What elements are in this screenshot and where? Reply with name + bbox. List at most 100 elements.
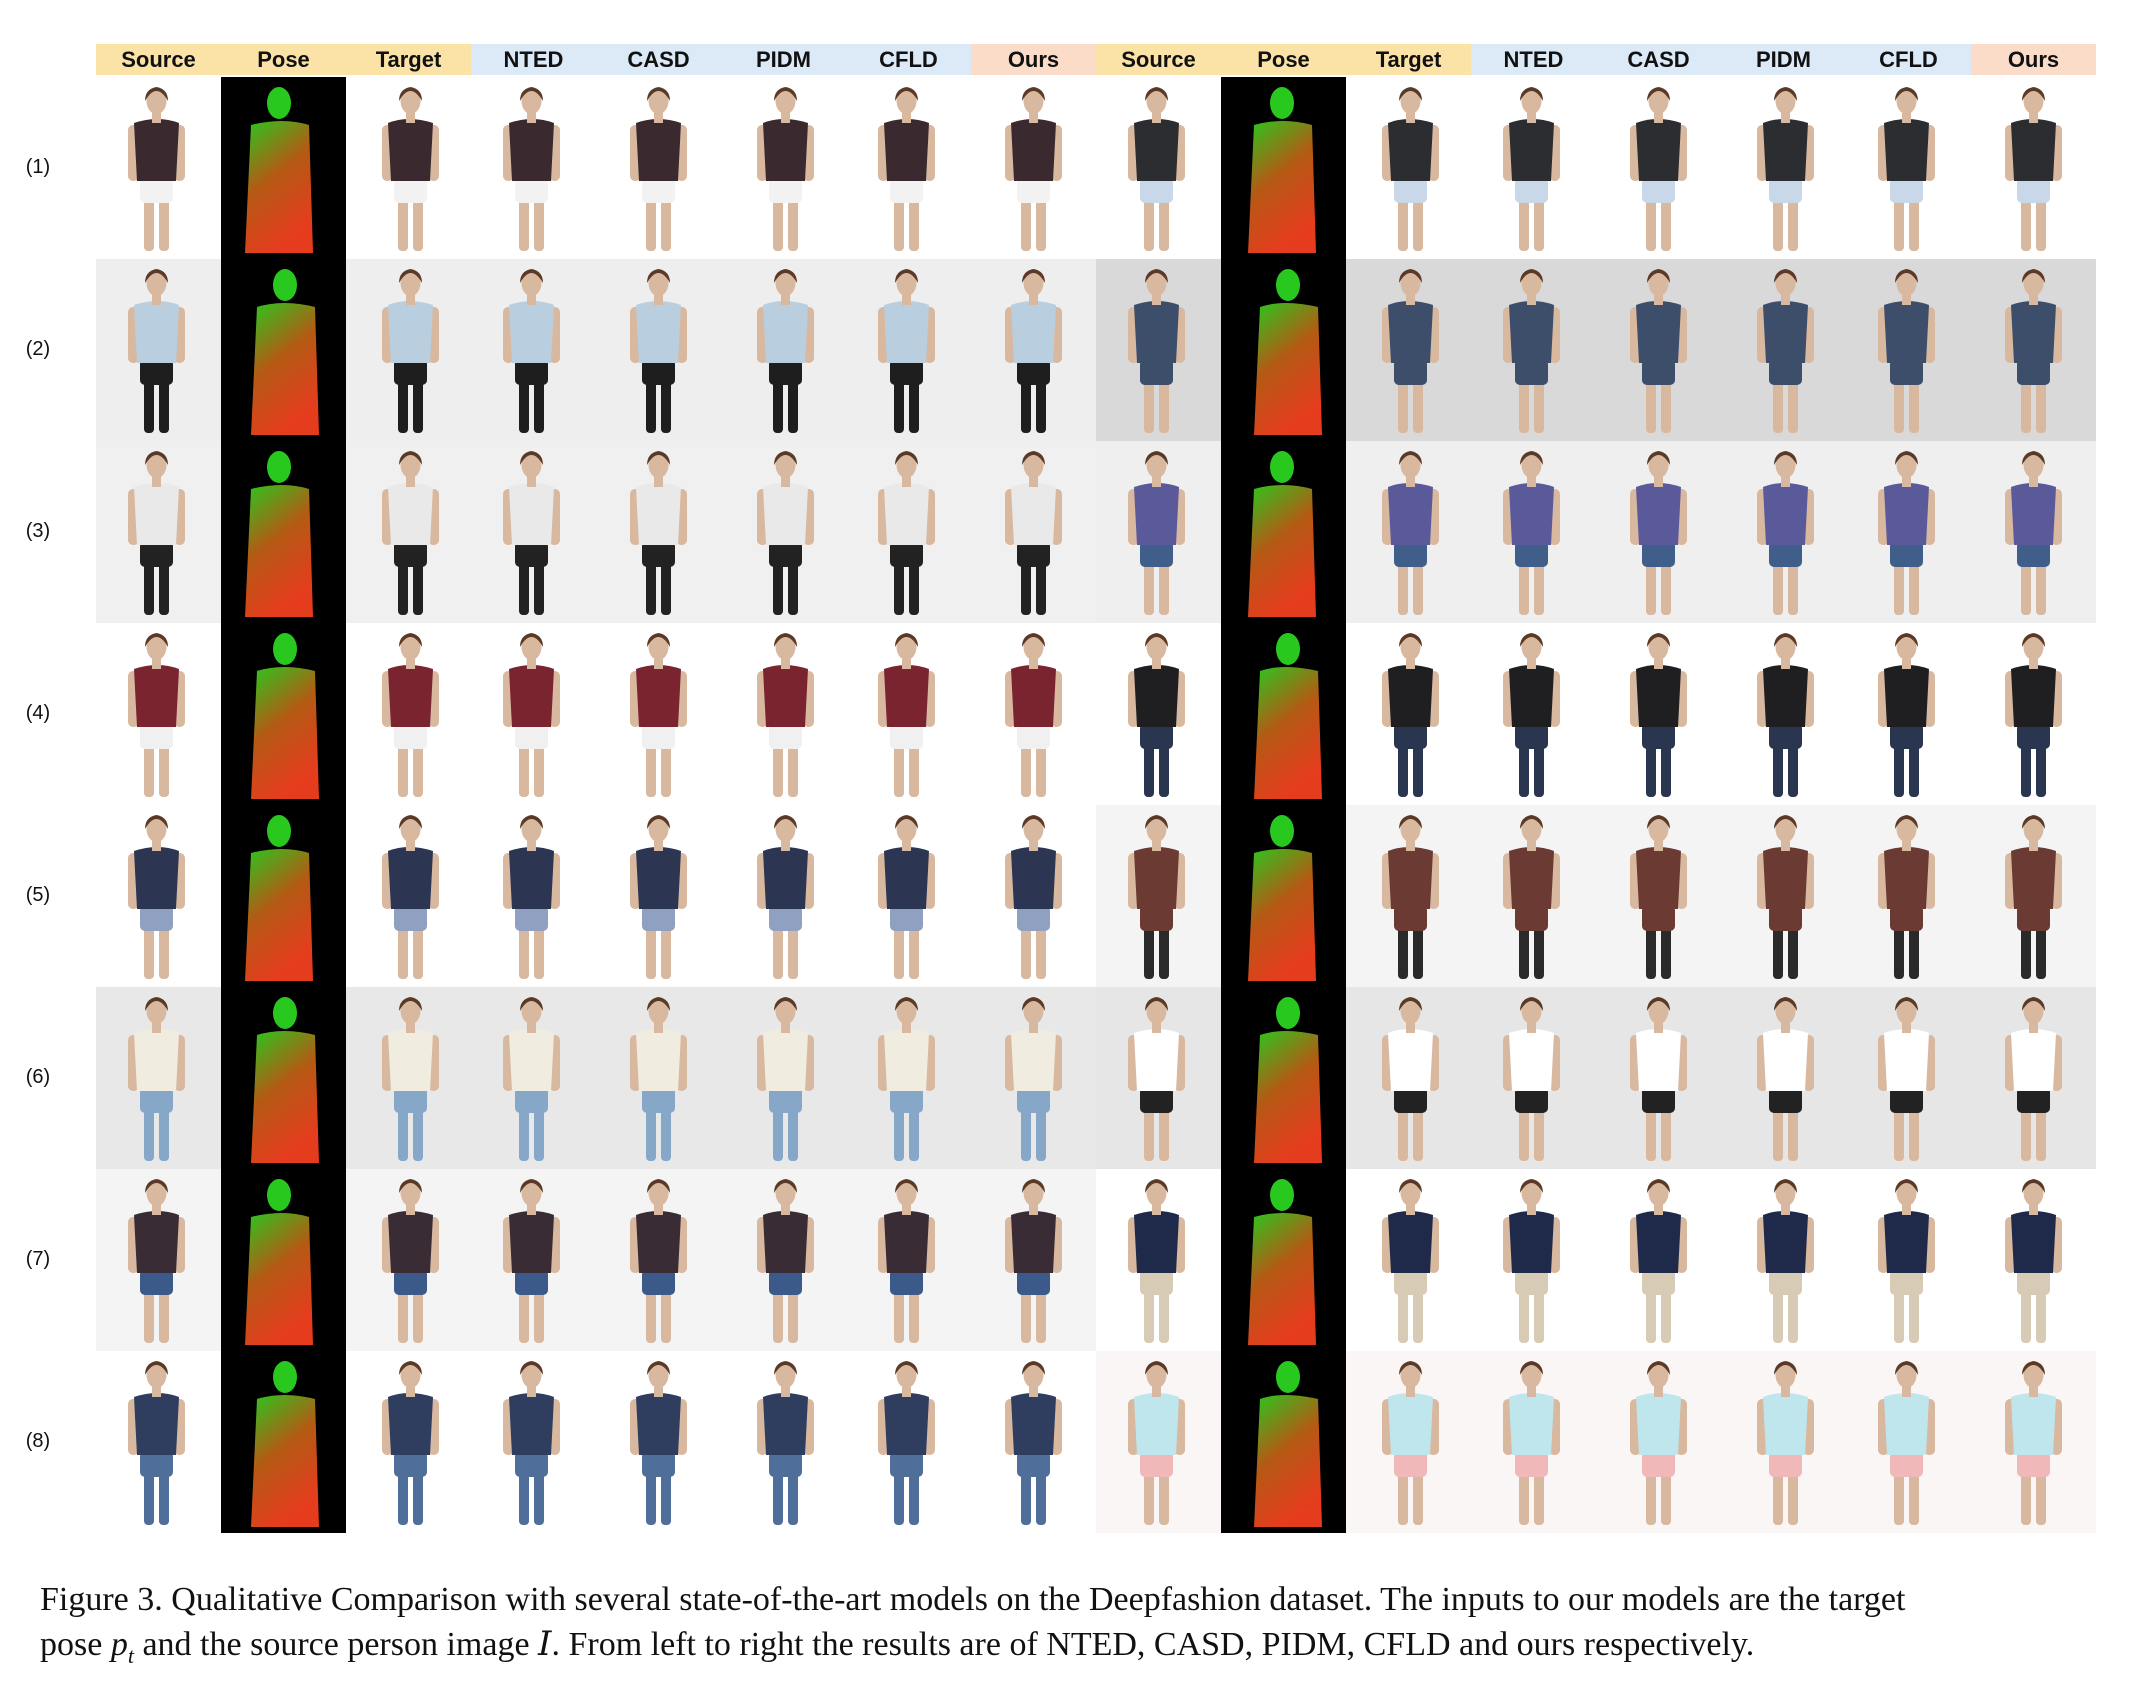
pidm-person-image [1721,441,1846,623]
column-header-casd-right: CASD [1596,44,1721,75]
pidm-person-image [721,1169,846,1351]
cfld-person-image [846,441,971,623]
column-header-pidm-right: PIDM [1721,44,1846,75]
ours-person-image [1971,1351,2096,1533]
cfld-person-image [1846,805,1971,987]
pose-map-image [221,623,346,805]
pidm-person-image [1721,77,1846,259]
ours-person-image [971,1351,1096,1533]
casd-person-image [1596,259,1721,441]
pose-map-image [1221,987,1346,1169]
nted-person-image [471,805,596,987]
ours-person-image [971,259,1096,441]
caption-pose-symbol: pt [110,1626,134,1668]
cfld-person-image [1846,1351,1971,1533]
pidm-person-image [1721,805,1846,987]
pidm-person-image [1721,259,1846,441]
pidm-person-image [1721,987,1846,1169]
nted-person-image [471,259,596,441]
pose-map-image [221,1351,346,1533]
cfld-person-image [846,259,971,441]
nted-person-image [471,441,596,623]
target-person-image [346,623,471,805]
pose-map-image [221,441,346,623]
ours-person-image [971,441,1096,623]
target-person-image [1346,987,1471,1169]
row-label: (1) [25,156,51,178]
column-header-target-left: Target [346,44,471,75]
pose-map-image [1221,623,1346,805]
pose-map-image [1221,441,1346,623]
pidm-person-image [721,805,846,987]
ours-person-image [971,77,1096,259]
nted-person-image [471,1169,596,1351]
casd-person-image [1596,441,1721,623]
pose-map-image [221,77,346,259]
pidm-person-image [721,259,846,441]
row-label: (6) [25,1066,51,1088]
cfld-person-image [1846,441,1971,623]
caption-middle: and the source person image [133,1626,539,1663]
nted-person-image [1471,805,1596,987]
ours-person-image [1971,987,2096,1169]
casd-person-image [596,441,721,623]
nted-person-image [1471,623,1596,805]
target-person-image [346,1169,471,1351]
target-person-image [1346,441,1471,623]
ours-person-image [971,805,1096,987]
casd-person-image [596,1169,721,1351]
cfld-person-image [1846,623,1971,805]
nted-person-image [1471,259,1596,441]
ours-person-image [1971,441,2096,623]
cfld-person-image [1846,1169,1971,1351]
row-label: (8) [25,1430,51,1452]
column-header-pose-left: Pose [221,44,346,75]
caption-pose-subscript: t [127,1642,134,1668]
nted-person-image [1471,1351,1596,1533]
source-person-image [1096,623,1221,805]
casd-person-image [596,77,721,259]
nted-person-image [471,987,596,1169]
pose-map-image [1221,77,1346,259]
cfld-person-image [846,623,971,805]
target-person-image [1346,805,1471,987]
source-person-image [96,623,221,805]
column-header-ours-left: Ours [971,44,1096,75]
casd-person-image [596,623,721,805]
source-person-image [96,1351,221,1533]
target-person-image [1346,77,1471,259]
pose-map-image [221,987,346,1169]
target-person-image [346,1351,471,1533]
pidm-person-image [721,1351,846,1533]
pidm-person-image [1721,623,1846,805]
target-person-image [346,77,471,259]
source-person-image [96,441,221,623]
column-header-source-right: Source [1096,44,1221,75]
source-person-image [96,987,221,1169]
column-header-nted-left: NTED [471,44,596,75]
pidm-person-image [721,987,846,1169]
caption-pose-p: p [110,1626,128,1663]
column-header-pose-right: Pose [1221,44,1346,75]
casd-person-image [1596,987,1721,1169]
nted-person-image [1471,1169,1596,1351]
casd-person-image [1596,623,1721,805]
column-header-cfld-right: CFLD [1846,44,1971,75]
row-label: (3) [25,520,51,542]
casd-person-image [596,1351,721,1533]
ours-person-image [1971,259,2096,441]
pose-map-image [1221,805,1346,987]
pidm-person-image [1721,1169,1846,1351]
target-person-image [1346,1169,1471,1351]
cfld-person-image [846,1169,971,1351]
column-header-nted-right: NTED [1471,44,1596,75]
pidm-person-image [721,77,846,259]
comparison-figure: Source Pose Target NTED CASD PIDM CFLD Ours Sour… [26,44,2098,1533]
ours-person-image [1971,623,2096,805]
ours-person-image [971,623,1096,805]
cfld-person-image [846,77,971,259]
cfld-person-image [1846,987,1971,1169]
casd-person-image [1596,1169,1721,1351]
target-person-image [1346,1351,1471,1533]
ours-person-image [1971,1169,2096,1351]
